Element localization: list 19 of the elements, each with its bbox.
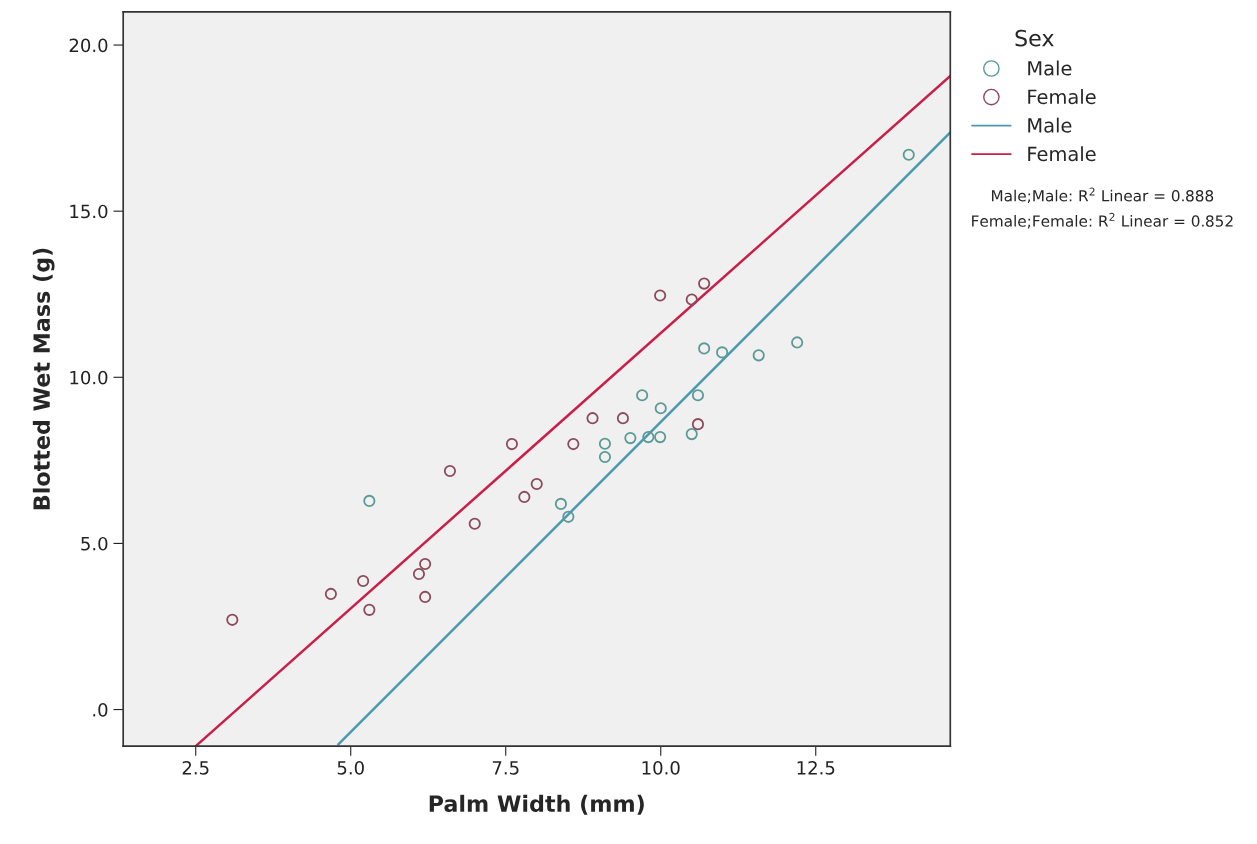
x-tick-label: 5.0 — [337, 761, 364, 775]
legend-label: Female — [1028, 89, 1096, 105]
legend-label: Male — [1028, 117, 1072, 133]
y-tick-label: 10.0 — [70, 370, 108, 385]
x-tick-label: 10.0 — [642, 761, 680, 775]
y-tick-label: .0 — [93, 703, 108, 717]
y-tick-label: 5.0 — [81, 536, 108, 551]
legend-title: Sex — [1015, 29, 1054, 47]
y-axis-title: Blotted Wet Mass (g) — [32, 248, 55, 510]
text: Female;Female: R$^{2}$ Linear = 0.852 — [972, 212, 1233, 229]
legend-label: Male — [1028, 60, 1072, 76]
x-tick-label: 2.5 — [182, 761, 209, 775]
x-tick-label: 7.5 — [492, 761, 519, 775]
y-tick-label: 20.0 — [69, 38, 108, 53]
x-axis-title: Palm Width (mm) — [429, 794, 644, 815]
legend-label: Female — [1028, 146, 1096, 162]
y-tick-label: 15.0 — [70, 204, 108, 219]
x-tick-label: 12.5 — [797, 761, 835, 775]
text: Male;Male: R$^{2}$ Linear = 0.888 — [991, 187, 1214, 204]
